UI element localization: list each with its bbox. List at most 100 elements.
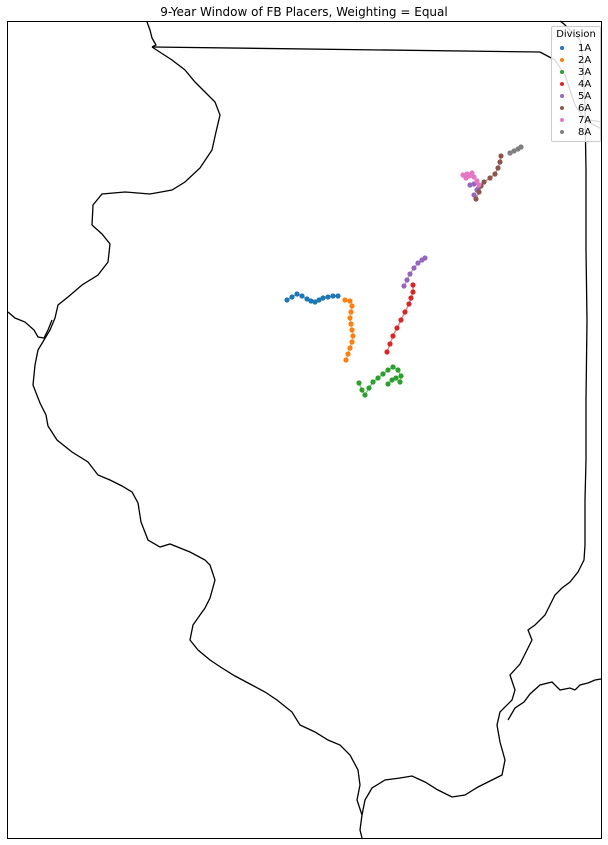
data-point [347, 315, 353, 321]
legend-marker [560, 70, 564, 74]
data-point [342, 297, 348, 303]
data-point [312, 299, 318, 305]
data-point [335, 293, 341, 299]
legend-item-7a: 7A [556, 114, 596, 126]
data-point [474, 178, 480, 184]
data-point [408, 295, 414, 301]
legend-marker [560, 58, 564, 62]
series-3a [356, 364, 404, 398]
chart-title: 9-Year Window of FB Placers, Weighting =… [160, 5, 448, 19]
state-border-south [361, 20, 588, 816]
data-point [389, 377, 395, 383]
data-point [294, 291, 300, 297]
map-frame [7, 21, 602, 839]
state-border-southeast-2 [507, 681, 576, 721]
data-point [375, 375, 381, 381]
legend-label: 1A [578, 42, 592, 54]
data-point [507, 150, 513, 156]
legend: Division 1A 2A 3A 4A 5A 6A 7A 8A [551, 26, 601, 142]
data-point [393, 375, 399, 381]
legend-marker [560, 94, 564, 98]
series-2a [342, 297, 356, 363]
data-point [325, 294, 331, 300]
data-point [308, 298, 314, 304]
state-border [32, 21, 363, 839]
data-point [362, 392, 368, 398]
data-point [349, 327, 355, 333]
series-1a [284, 291, 341, 305]
legend-label: 2A [578, 54, 592, 66]
data-point [366, 385, 372, 391]
data-point [345, 351, 351, 357]
legend-label: 4A [578, 78, 592, 90]
north-border [151, 46, 541, 53]
legend-label: 3A [578, 66, 592, 78]
state-border-west-notch [7, 311, 53, 339]
data-point [473, 196, 479, 202]
data-point [394, 325, 400, 331]
legend-marker [560, 46, 564, 50]
data-point [385, 381, 391, 387]
data-point [320, 295, 326, 301]
data-point [390, 364, 396, 370]
data-point [398, 317, 404, 323]
data-point [384, 349, 390, 355]
data-point [415, 260, 421, 266]
data-point [348, 309, 354, 315]
data-point [511, 148, 517, 154]
data-point [411, 265, 417, 271]
data-point [304, 296, 310, 302]
data-point [349, 339, 355, 345]
legend-marker [560, 118, 564, 122]
legend-marker [560, 130, 564, 134]
data-point [284, 297, 290, 303]
series-trail [386, 285, 414, 353]
series-trail [358, 366, 402, 397]
legend-marker [560, 106, 564, 110]
legend-item-1a: 1A [556, 42, 596, 54]
data-point [487, 175, 493, 181]
data-point [348, 321, 354, 327]
data-point [406, 301, 412, 307]
legend-marker [560, 82, 564, 86]
data-point [397, 379, 403, 385]
legend-item-5a: 5A [556, 90, 596, 102]
legend-label: 5A [578, 90, 592, 102]
data-point [343, 357, 349, 363]
data-point [350, 333, 356, 339]
series-5a [401, 181, 481, 289]
data-point [476, 189, 482, 195]
data-point [481, 179, 487, 185]
data-point [385, 367, 391, 373]
series-7a [460, 170, 482, 188]
data-point [518, 144, 524, 150]
data-point [359, 387, 365, 393]
data-point [467, 182, 473, 188]
state-border-southeast [574, 678, 602, 691]
data-point [370, 379, 376, 385]
series-4a [384, 282, 416, 355]
data-point [398, 373, 404, 379]
data-point [316, 297, 322, 303]
data-point [402, 309, 408, 315]
data-point [349, 303, 355, 309]
data-point [476, 182, 482, 188]
data-point [390, 333, 396, 339]
data-point [498, 153, 504, 159]
data-point [404, 277, 410, 283]
data-point [347, 345, 353, 351]
data-point [299, 293, 305, 299]
legend-item-6a: 6A [556, 102, 596, 114]
legend-label: 6A [578, 102, 592, 114]
legend-title: Division [556, 29, 596, 40]
data-point [330, 293, 336, 299]
data-point [347, 298, 353, 304]
data-point [469, 170, 475, 176]
data-point [471, 192, 477, 198]
series-6a [473, 153, 504, 202]
data-point [289, 294, 295, 300]
legend-item-3a: 3A [556, 66, 596, 78]
legend-label: 7A [578, 114, 592, 126]
data-point [401, 283, 407, 289]
legend-item-8a: 8A [556, 126, 596, 138]
